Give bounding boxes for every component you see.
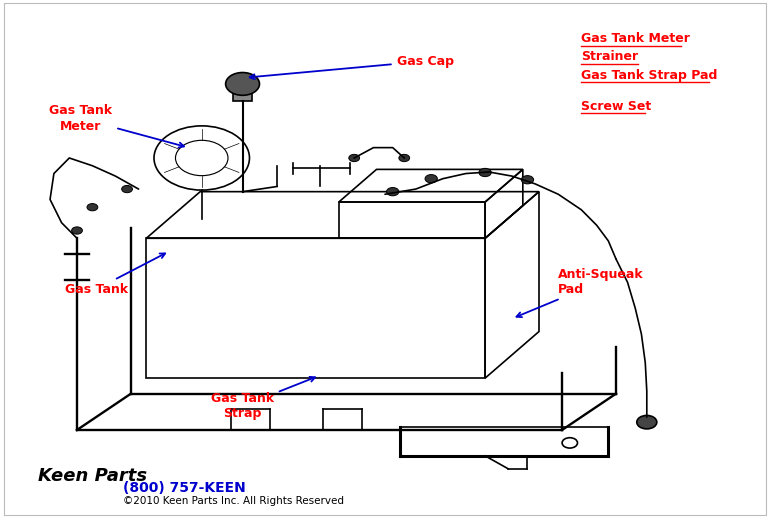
Text: Gas Tank
Strap: Gas Tank Strap (211, 377, 315, 420)
Text: Gas Tank
Meter: Gas Tank Meter (49, 105, 184, 148)
Text: Gas Tank Strap Pad: Gas Tank Strap Pad (581, 68, 718, 82)
Circle shape (399, 154, 410, 162)
Circle shape (637, 415, 657, 429)
Text: Screw Set: Screw Set (581, 99, 651, 113)
Circle shape (425, 175, 437, 183)
Circle shape (387, 188, 399, 196)
Text: (800) 757-KEEN: (800) 757-KEEN (123, 481, 246, 495)
Text: Keen Parts: Keen Parts (38, 467, 148, 484)
Text: Gas Tank: Gas Tank (65, 253, 165, 296)
Circle shape (521, 176, 534, 184)
Circle shape (479, 168, 491, 177)
FancyBboxPatch shape (233, 90, 252, 101)
Circle shape (122, 185, 132, 193)
Circle shape (349, 154, 360, 162)
Text: Anti-Squeak
Pad: Anti-Squeak Pad (517, 268, 644, 317)
Text: Strainer: Strainer (581, 50, 638, 64)
Circle shape (72, 227, 82, 234)
Circle shape (87, 204, 98, 211)
Text: Gas Cap: Gas Cap (249, 55, 454, 79)
Circle shape (226, 73, 259, 95)
Text: ©2010 Keen Parts Inc. All Rights Reserved: ©2010 Keen Parts Inc. All Rights Reserve… (123, 496, 344, 507)
Text: Gas Tank Meter: Gas Tank Meter (581, 32, 690, 46)
